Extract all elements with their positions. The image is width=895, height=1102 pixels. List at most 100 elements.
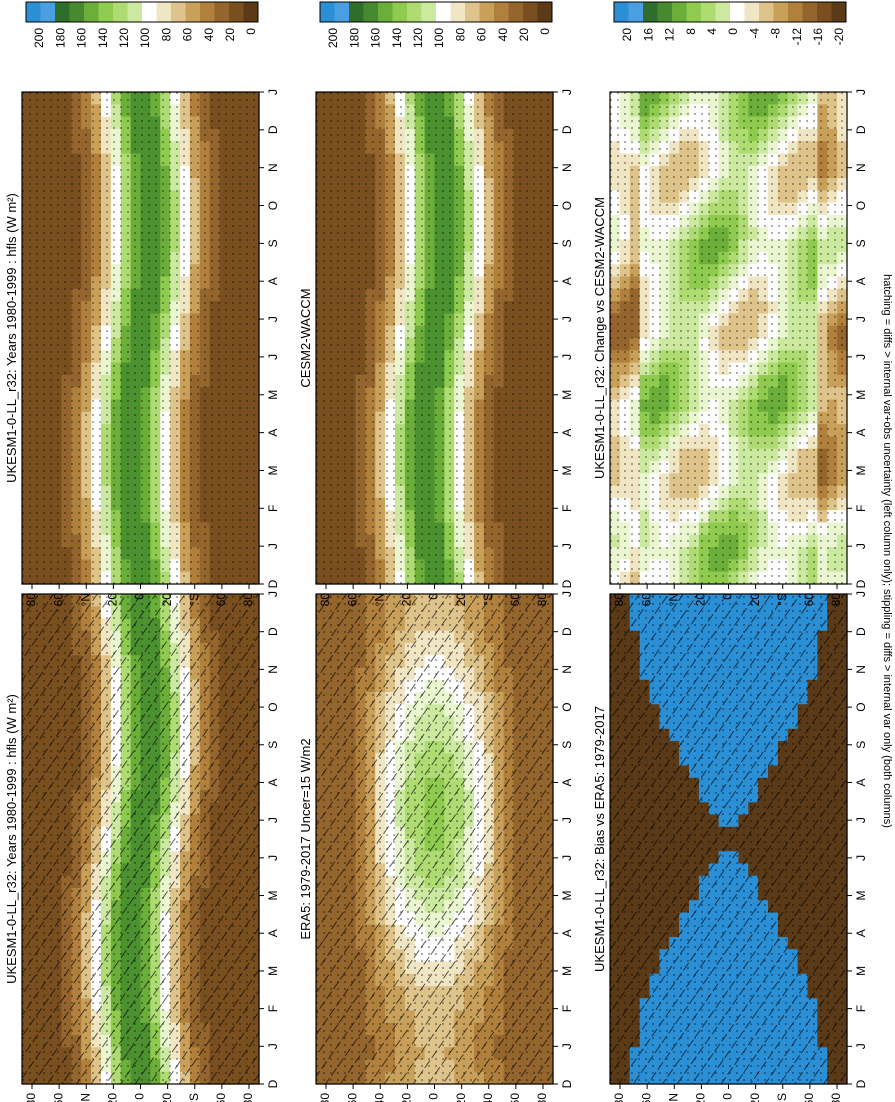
y-tick-label: °S [481,593,495,606]
colorbar-swatch [363,2,379,22]
colorbar-swatch [84,2,99,22]
y-tick-label: 20 [400,1093,414,1102]
colorbar-label: 40 [496,28,510,42]
colorbar-swatch [450,2,466,22]
x-tick-label: J [560,89,574,95]
x-tick-label: F [560,505,574,512]
colorbar-swatch [185,2,201,22]
colorbar-swatch [171,2,186,22]
y-tick-label: 20 [454,593,468,607]
x-tick-label: D [560,579,574,588]
x-tick-label: F [560,1005,574,1012]
x-tick-label: N [266,163,280,172]
colorbar-swatch [494,2,509,22]
colorbar-swatch [334,2,350,22]
colorbar-swatch [523,2,538,22]
x-tick-label: M [266,465,280,475]
x-tick-label: J [560,855,574,861]
x-tick-label: F [266,1005,280,1012]
colorbar-label: 100 [432,28,446,48]
panel-title: UKESM1-0-LL_r32: Years 1980-1999 : hfls … [4,694,19,984]
x-tick-label: J [560,543,574,549]
x-tick-label: O [560,201,574,210]
x-tick-label: N [560,163,574,172]
x-tick-label: F [266,505,280,512]
y-tick-label: 80 [241,1093,255,1102]
y-tick-label: 60 [51,1093,65,1102]
y-tick-label: 20 [454,1093,468,1102]
colorbar-label: 160 [75,28,89,48]
x-tick-label: J [266,1043,280,1049]
x-tick-label: J [266,855,280,861]
stippling-overlay [22,594,259,1084]
colorbar-label: 60 [181,28,195,42]
x-tick-label: N [560,665,574,674]
y-tick-label: °N [78,1093,92,1102]
colorbar-label: 180 [53,28,67,48]
colorbar-swatch [200,2,215,22]
y-tick-label: 20 [106,1093,120,1102]
colorbar-swatch [537,2,553,22]
x-tick-label: J [560,817,574,823]
x-tick-label: M [560,891,574,901]
y-tick-label: 80 [318,593,332,607]
y-tick-label: 60 [345,1093,359,1102]
panel-title: ERA5: 1979-2017 Uncer=15 W/m2 [298,738,313,939]
colorbar-swatch [98,2,114,22]
x-tick-label: D [560,627,574,636]
colorbar-label: 140 [390,28,404,48]
stippling-overlay [22,92,259,584]
x-tick-label: D [266,125,280,134]
colorbar-swatch [243,2,259,22]
y-tick-label: 0 [427,1093,441,1100]
y-tick-label: 0 [427,593,441,600]
x-tick-label: J [266,591,280,597]
colorbar-swatch [113,2,128,22]
x-tick-label: J [560,354,574,360]
colorbar-label: 0 [538,28,552,35]
x-tick-label: J [560,316,574,322]
colorbar-label: 80 [159,28,173,42]
x-tick-label: O [560,702,574,711]
x-tick-label: J [560,591,574,597]
y-tick-label: 60 [214,1093,228,1102]
y-tick-label: °S [187,1093,201,1102]
y-tick-label: 80 [318,1093,332,1102]
x-tick-label: O [266,702,280,711]
stippling-overlay [316,594,553,1084]
x-tick-label: M [560,390,574,400]
x-tick-label: J [266,817,280,823]
colorbar-label: 200 [32,28,46,48]
x-tick-label: M [560,966,574,976]
y-tick-label: 80 [241,593,255,607]
x-tick-label: S [560,741,574,749]
y-tick-label: 20 [160,1093,174,1102]
x-tick-label: D [266,579,280,588]
x-tick-label: A [560,778,574,786]
y-tick-label: 80 [535,1093,549,1102]
x-tick-label: A [560,429,574,437]
colorbar-swatch [465,2,480,22]
x-tick-label: S [266,741,280,749]
colorbar-swatch [320,2,335,22]
x-tick-label: M [266,390,280,400]
colorbar-label: 20 [517,28,531,42]
colorbar-label: 0 [244,28,258,35]
colorbar-swatch [378,2,393,22]
x-tick-label: A [560,277,574,285]
x-tick-label: J [560,1043,574,1049]
x-tick-label: J [266,316,280,322]
colorbar-swatch [407,2,422,22]
colorbar-label: 100 [138,28,152,48]
y-tick-label: 0 [133,593,147,600]
x-tick-label: D [266,627,280,636]
colorbar-label: 120 [117,28,131,48]
x-tick-label: N [266,665,280,674]
y-tick-label: 20 [400,593,414,607]
y-tick-label: 20 [160,593,174,607]
colorbar-label: 120 [411,28,425,48]
y-tick-label: 60 [345,593,359,607]
